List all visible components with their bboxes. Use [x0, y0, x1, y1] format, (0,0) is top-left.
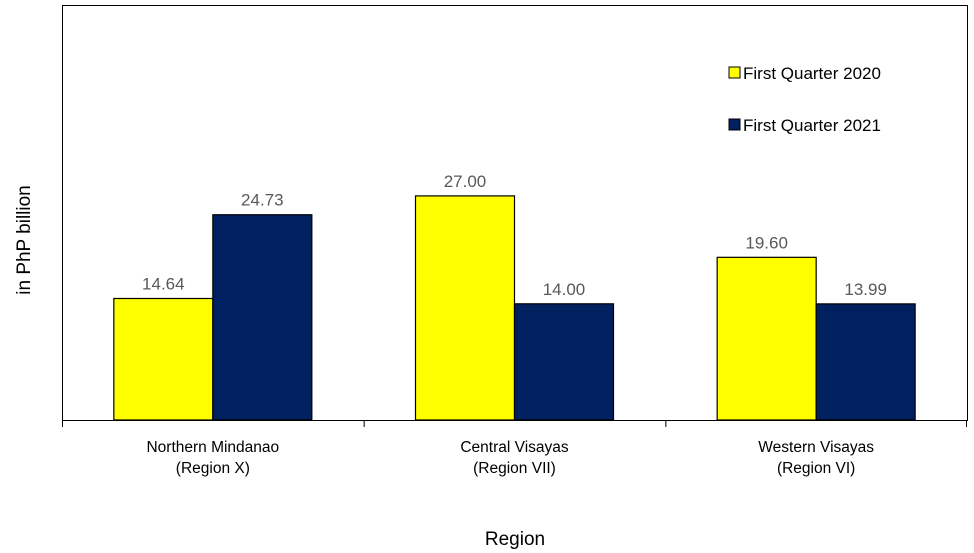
y-axis-title: in PhP billion: [14, 185, 35, 295]
x-tick-label: Central Visayas: [460, 439, 569, 456]
bar-2020-2: [716, 256, 817, 421]
legend-swatch: [728, 118, 741, 131]
bar-2021-1: [513, 303, 615, 421]
bar-2020-1: [414, 195, 516, 421]
value-label: 27.00: [444, 172, 487, 191]
value-label: 13.99: [844, 280, 887, 299]
bar-2021-2: [815, 303, 916, 421]
x-axis-title: Region: [485, 529, 545, 550]
value-labels-group: 14.64 24.73 27.00 14.00 19.60 13.99: [142, 172, 887, 299]
legend: First Quarter 2020 First Quarter 2021: [728, 64, 881, 135]
value-label: 24.73: [241, 191, 284, 210]
value-label: 14.64: [142, 274, 185, 293]
x-tick-label: Northern Mindanao: [146, 439, 279, 456]
value-label: 19.60: [745, 233, 788, 252]
bar-2021-0: [212, 214, 313, 421]
x-tick-label: Western Visayas: [758, 439, 874, 456]
value-label: 14.00: [543, 280, 586, 299]
legend-label: First Quarter 2020: [743, 64, 881, 83]
x-axis: Northern Mindanao (Region X) Central Visay…: [62, 420, 967, 477]
x-tick-label: (Region VI): [777, 460, 855, 477]
legend-swatch: [728, 66, 741, 79]
bars-group: [113, 195, 916, 421]
bar-2020-0: [113, 297, 214, 421]
x-tick-label: (Region VII): [473, 460, 556, 477]
legend-label: First Quarter 2021: [743, 116, 881, 135]
x-tick-label: (Region X): [176, 460, 250, 477]
